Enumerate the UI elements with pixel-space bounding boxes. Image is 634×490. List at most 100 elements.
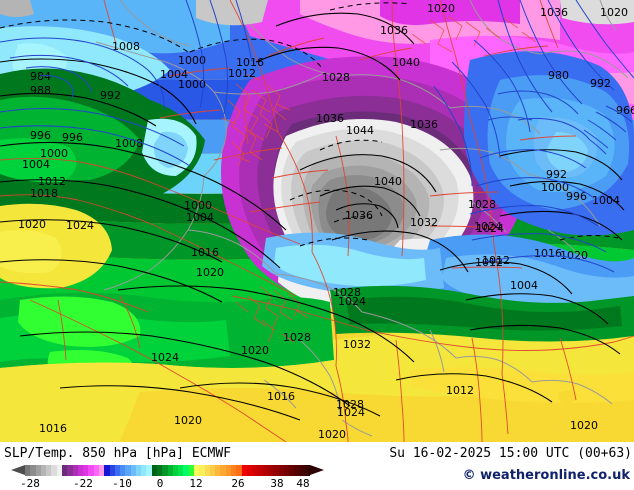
- grey-patch-topright: [560, 0, 634, 25]
- colorbar-tick: -22: [73, 477, 93, 490]
- isobar-label: 1044: [346, 124, 374, 137]
- isobar-label: 1028: [336, 398, 364, 411]
- cyan-band-mid2: [274, 244, 426, 287]
- colorbar-swatch: [30, 465, 36, 476]
- isobar-label: 1000: [178, 54, 206, 67]
- colorbar-swatch: [199, 465, 205, 476]
- colorbar-tick: 38: [270, 477, 284, 490]
- colorbar-swatch: [77, 465, 84, 476]
- colorbar-swatch: [93, 465, 99, 476]
- isobar-label: 1024: [337, 406, 365, 419]
- colorbar-under-arrow: [11, 465, 25, 475]
- weather-map-canvas[interactable]: 1020 1036 1040 1036 1020 984 988 992 100…: [0, 0, 634, 442]
- isobar-label: 1004: [186, 211, 214, 224]
- colorbar-tick: 26: [231, 477, 245, 490]
- colorbar-tick-labels: -28 -22 -10 0 12 26 38 48: [0, 477, 330, 490]
- colorbar-swatch: [204, 465, 210, 476]
- coastline-layer: [95, 0, 629, 437]
- border-layer: [0, 0, 634, 442]
- isobar-label: 992: [546, 168, 567, 181]
- land-desert-yellow3: [410, 367, 634, 403]
- colorbar-swatch: [194, 465, 200, 476]
- colorbar-swatch: [151, 465, 158, 476]
- isobar-label: 1020: [427, 2, 455, 15]
- colorbar-swatch: [61, 465, 68, 476]
- isobar-label: 1020: [570, 419, 598, 432]
- isobar-label: 1008: [115, 137, 143, 150]
- isobar-label: 1004: [160, 68, 188, 81]
- land-green-right2: [346, 296, 622, 331]
- grey-patch-topleft: [0, 0, 34, 17]
- isobar-label: 1040: [374, 175, 402, 188]
- isobar-label: 1000: [184, 199, 212, 212]
- colorbar-swatch: [40, 465, 47, 476]
- isobar-label: 1024: [66, 219, 94, 232]
- colorbar-swatch: [120, 465, 126, 476]
- colorbar-swatch: [230, 465, 237, 476]
- colorbar-swatch: [267, 465, 274, 476]
- temperature-colorbar[interactable]: -28 -22 -10 0 12 26 38 48: [0, 465, 330, 490]
- map-svg: 1020 1036 1040 1036 1020 984 988 992 100…: [0, 0, 634, 442]
- isobar-label: 966: [616, 104, 634, 117]
- colorbar-tick: 48: [296, 477, 310, 490]
- isobar-label: 1004: [510, 279, 538, 292]
- colorbar-swatch: [278, 465, 284, 476]
- colorbar-swatch: [104, 465, 110, 476]
- isobar-label: 1028: [322, 71, 350, 84]
- isobar-label: 996: [566, 190, 587, 203]
- colorbar-swatch: [51, 465, 57, 476]
- grey-patch-top: [196, 0, 268, 26]
- colorbar-swatch: [220, 465, 226, 476]
- isobar-label: 1024: [338, 295, 366, 308]
- colorbar-swatch: [167, 465, 173, 476]
- isobar-label-blue-group: 1024 1012: [474, 220, 510, 267]
- isobar-label: 1032: [343, 338, 371, 351]
- colorbar-swatch: [225, 465, 231, 476]
- colorbar-swatch: [114, 465, 121, 476]
- border-cluster-europe: [221, 73, 291, 167]
- product-title: SLP/Temp. 850 hPa [hPa] ECMWF: [4, 446, 231, 461]
- isobar-label: 1020: [600, 6, 628, 19]
- copyright-credit: © weatheronline.co.uk: [462, 468, 630, 483]
- isobar-label: 1020: [560, 249, 588, 262]
- colorbar-swatch: [72, 465, 78, 476]
- isobar-label: 1020: [174, 414, 202, 427]
- isobar-layer-blue: [0, 0, 634, 273]
- isobar-label: 1024: [476, 222, 504, 235]
- isobar-label: 1036: [380, 24, 408, 37]
- lake-cyan-nw-core: [153, 131, 188, 168]
- colorbar-swatch: [215, 465, 221, 476]
- colorbar-swatch: [183, 465, 189, 476]
- colorbar-swatch: [188, 465, 194, 476]
- colorbar-swatch: [157, 465, 163, 476]
- isobar-label: 1018: [30, 187, 58, 200]
- isobar-label: 1028: [333, 286, 361, 299]
- isobar-label: 1000: [178, 78, 206, 91]
- colorbar-swatch: [25, 465, 31, 476]
- colorbar-swatch: [46, 465, 52, 476]
- colorbar-swatch: [35, 465, 41, 476]
- isobar-label: 1036: [410, 118, 438, 131]
- colorbar-over-arrow: [310, 465, 324, 475]
- colorbar-tick: -28: [20, 477, 40, 490]
- isobar-label: 1032: [410, 216, 438, 229]
- colorbar-swatch: [283, 465, 290, 476]
- land-nw-green-core: [0, 138, 77, 183]
- colorbar-swatch: [273, 465, 279, 476]
- isobar-label: 1024: [474, 220, 502, 233]
- colorbar-swatch: [294, 465, 300, 476]
- isobar-label: 1000: [541, 181, 569, 194]
- isobar-label: 1016: [267, 390, 295, 403]
- isobar-label: 1004: [22, 158, 50, 171]
- isobar-label: 992: [100, 89, 121, 102]
- colorbar-swatch: [162, 465, 168, 476]
- colorbar-swatch: [262, 465, 268, 476]
- isobar-label: 1020: [241, 344, 269, 357]
- isobar-label: 992: [590, 77, 611, 90]
- colorbar-swatch: [252, 465, 258, 476]
- map-footer: SLP/Temp. 850 hPa [hPa] ECMWF Su 16-02-2…: [0, 442, 634, 490]
- colorbar-swatches: [25, 465, 311, 476]
- isobar-label: 980: [548, 69, 569, 82]
- colorbar-tick: -10: [112, 477, 132, 490]
- isobar-label: 1016: [39, 422, 67, 435]
